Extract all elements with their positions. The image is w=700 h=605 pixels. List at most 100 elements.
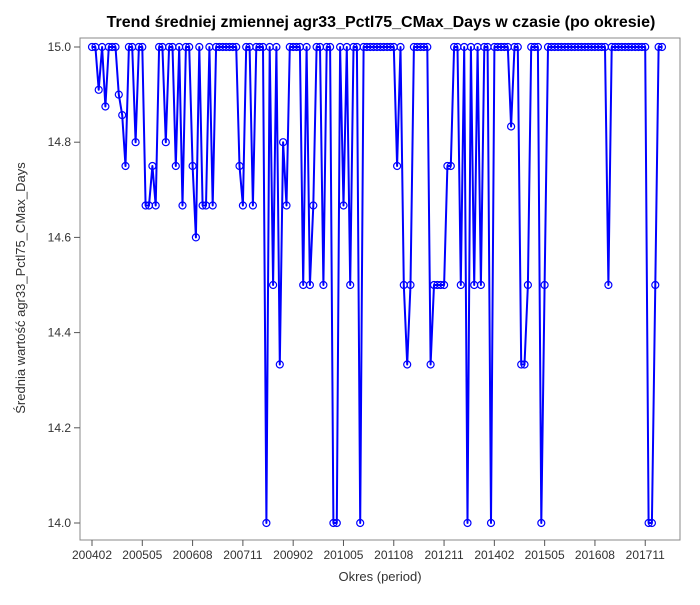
data-point: [406, 280, 415, 290]
x-tick-label: 201108: [374, 548, 413, 562]
x-tick-label: 201211: [424, 548, 463, 562]
data-point: [456, 280, 465, 290]
x-tick-label: 200902: [273, 548, 313, 562]
data-point: [403, 360, 412, 369]
data-point: [171, 161, 180, 171]
data-point: [436, 280, 445, 290]
data-point: [426, 360, 435, 369]
data-point: [540, 280, 549, 290]
data-point: [346, 280, 355, 290]
chart-title: Trend średniej zmiennej agr33_Pctl75_CMa…: [107, 14, 656, 31]
data-point: [396, 42, 405, 52]
data-point: [232, 42, 241, 52]
data-point: [188, 161, 197, 171]
data-point: [107, 42, 117, 52]
data-point: [198, 201, 207, 210]
data-point: [114, 90, 123, 99]
data-point: [507, 122, 516, 131]
data-point: [124, 42, 133, 52]
data-point: [118, 110, 127, 120]
data-point: [517, 360, 526, 369]
data-point: [329, 518, 338, 528]
data-point: [533, 42, 543, 52]
data-point: [510, 42, 519, 52]
data-point: [319, 280, 328, 290]
data-point: [356, 518, 365, 528]
data-point: [500, 42, 509, 52]
data-point: [450, 42, 459, 52]
x-tick-label: 200505: [122, 548, 162, 562]
data-point: [637, 42, 647, 52]
data-point: [185, 42, 194, 52]
y-axis: 14.0 14.2 14.4 14.6 14.8 15.0: [48, 40, 80, 530]
x-tick-label: 201005: [323, 548, 363, 562]
x-axis: 200402 200505 200608 200711 200902 201005 2011…: [72, 540, 665, 562]
data-point: [87, 42, 97, 52]
data-point: [393, 161, 402, 171]
data-point: [269, 280, 278, 290]
data-point: [191, 233, 200, 242]
data-point: [440, 280, 449, 290]
data-point: [101, 102, 110, 111]
data-point: [282, 201, 291, 210]
data-point: [523, 280, 533, 290]
data-point: [148, 161, 157, 171]
series-markers-group: [87, 42, 667, 528]
data-point: [94, 85, 103, 94]
data-point: [255, 42, 264, 52]
data-point: [242, 42, 251, 52]
data-point: [312, 42, 321, 52]
data-point: [423, 42, 432, 52]
y-tick-label: 14.6: [48, 230, 72, 244]
data-point: [235, 161, 244, 171]
x-tick-label: 200608: [173, 548, 213, 562]
data-point: [644, 518, 653, 528]
data-point: [651, 280, 660, 290]
data-point: [134, 42, 143, 52]
data-point: [463, 518, 472, 528]
data-point: [349, 42, 358, 52]
data-point: [165, 42, 174, 52]
data-point: [339, 201, 348, 210]
data-point: [513, 42, 522, 52]
data-point: [292, 42, 301, 52]
data-point: [604, 280, 613, 290]
series-line-group: [92, 46, 662, 524]
data-point: [647, 518, 657, 528]
data-point: [520, 360, 529, 369]
data-point: [476, 280, 485, 290]
data-point: [419, 42, 428, 52]
y-tick-label: 14.4: [48, 326, 72, 340]
data-point: [302, 42, 311, 52]
data-point: [446, 161, 455, 171]
data-point: [121, 161, 130, 171]
y-tick-label: 14.2: [48, 421, 72, 435]
data-point: [272, 42, 281, 52]
x-axis-label: Okres (period): [338, 569, 421, 584]
data-point: [537, 518, 546, 528]
data-point: [641, 42, 650, 52]
x-tick-label: 201711: [626, 548, 665, 562]
data-point: [657, 42, 667, 52]
data-point: [386, 42, 395, 52]
data-point: [275, 360, 284, 369]
x-tick-label: 200711: [223, 548, 262, 562]
data-point: [486, 518, 496, 528]
data-point: [151, 201, 160, 210]
data-point: [178, 201, 187, 210]
data-point: [195, 42, 204, 52]
y-tick-label: 14.0: [48, 516, 72, 530]
series-line: [92, 46, 662, 524]
data-point: [131, 138, 140, 147]
data-point: [322, 42, 331, 52]
data-point: [111, 42, 120, 52]
data-point: [480, 42, 489, 52]
x-tick-label: 201505: [525, 548, 565, 562]
data-point: [309, 201, 318, 210]
data-point: [208, 201, 217, 210]
data-point: [248, 201, 257, 210]
x-tick-label: 201608: [575, 548, 615, 562]
data-point: [530, 42, 539, 52]
